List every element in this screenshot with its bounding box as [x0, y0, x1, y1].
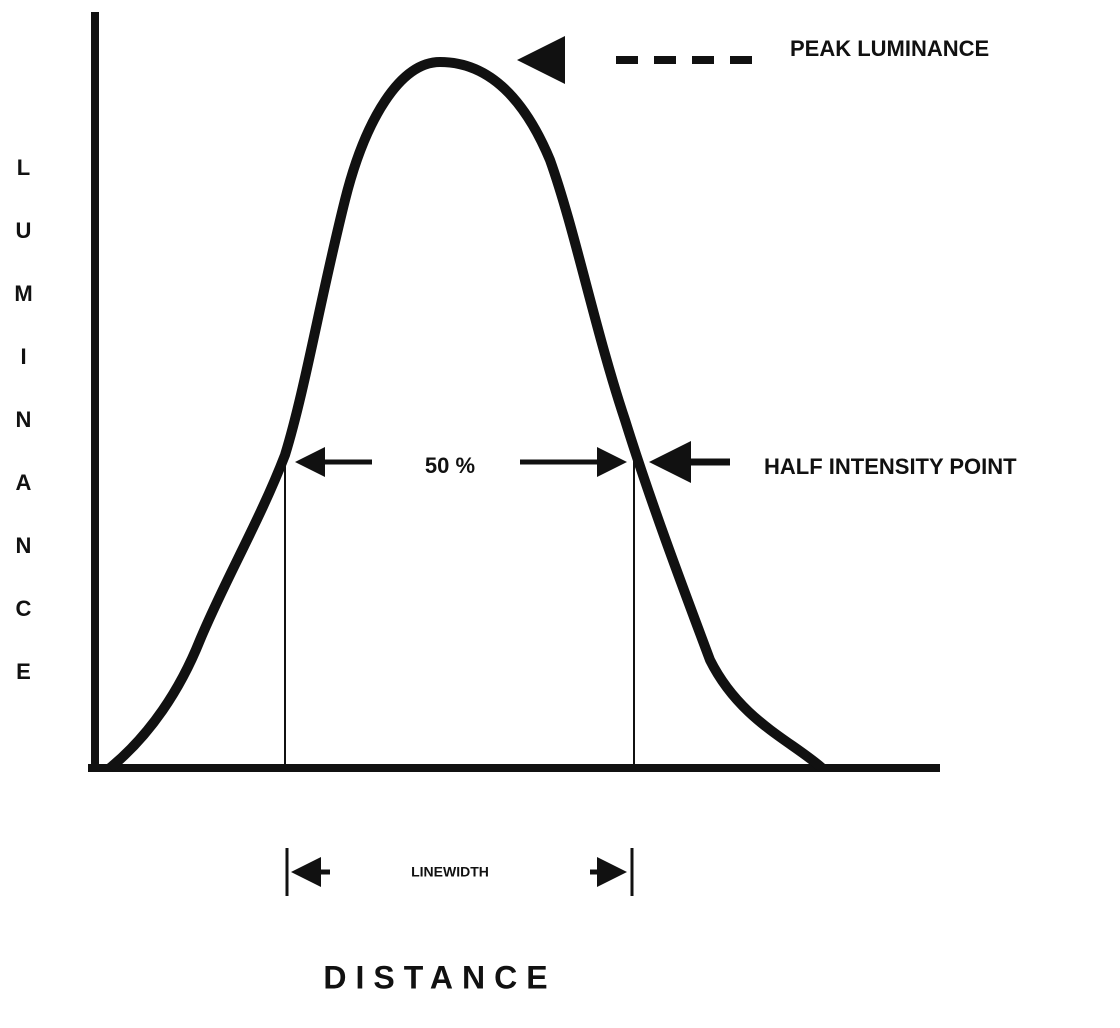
- percent-label: 50 %: [425, 453, 475, 478]
- half-label: HALF INTENSITY POINT: [764, 454, 1017, 479]
- peak-label: PEAK LUMINANCE: [790, 36, 989, 61]
- y-axis-label: LUMINANCE: [11, 155, 36, 722]
- x-axis-label: DISTANCE: [323, 959, 556, 995]
- luminance-curve: [106, 57, 826, 772]
- linewidth-label: LINEWIDTH: [411, 864, 489, 880]
